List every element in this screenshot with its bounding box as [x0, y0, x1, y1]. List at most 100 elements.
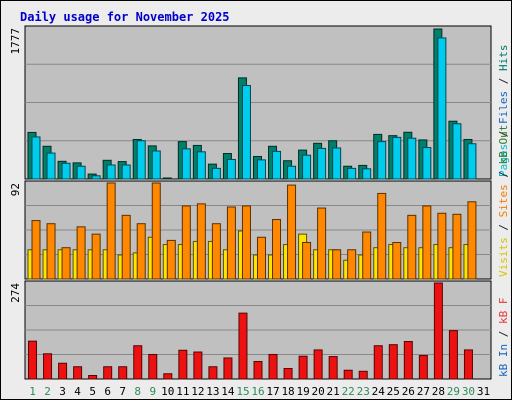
bar-kbf — [148, 353, 158, 380]
x-tick-label: 28 — [432, 385, 445, 398]
legend-label: / — [497, 124, 510, 144]
bar-sites — [347, 249, 357, 280]
bar-sites — [377, 192, 387, 280]
bar-sites — [106, 182, 116, 280]
bar-files — [392, 136, 402, 180]
bar-kbf — [238, 312, 248, 380]
x-tick-label: 4 — [74, 385, 81, 398]
bar-sites — [31, 220, 41, 280]
bar-sites — [392, 241, 402, 280]
bar-files — [347, 167, 357, 180]
bar-kbf — [418, 355, 428, 380]
legend-label: Pages — [497, 144, 510, 177]
bar-kbf — [328, 356, 338, 380]
bar-kbf — [58, 362, 68, 380]
legend-label: / — [497, 324, 510, 344]
bar-kbf — [358, 370, 368, 380]
x-tick-label: 31 — [477, 385, 490, 398]
max-label-visits-sites-kb: 92 — [9, 183, 22, 196]
bar-kbf — [43, 353, 53, 380]
bar-sites — [76, 226, 86, 280]
bar-kbf — [193, 351, 203, 380]
bar-files — [121, 164, 131, 180]
bar-kbf — [133, 345, 143, 380]
legend-label: kB In — [497, 344, 510, 377]
bar-kbf — [28, 340, 38, 380]
x-tick-label: 27 — [417, 385, 430, 398]
bar-kbf — [463, 349, 473, 380]
bar-kbf — [103, 366, 113, 380]
legend-kbf: kB In / kB F — [497, 298, 510, 378]
bar-files — [226, 158, 236, 180]
bar-sites — [272, 219, 282, 280]
bar-kbf — [388, 344, 398, 380]
bar-files — [437, 37, 447, 180]
bar-files — [136, 140, 146, 180]
bar-files — [181, 148, 191, 180]
bar-kbf — [373, 345, 383, 380]
bar-kbf — [433, 282, 443, 380]
x-tick-label: 23 — [357, 385, 370, 398]
bar-kbf — [448, 330, 458, 380]
x-tick-label: 22 — [342, 385, 355, 398]
x-tick-label: 17 — [266, 385, 279, 398]
bar-files — [287, 165, 297, 180]
bar-kbf — [253, 360, 263, 380]
legend-label: kB Out — [497, 125, 510, 165]
bar-sites — [151, 182, 161, 280]
legend-label: / — [497, 164, 510, 184]
bar-sites — [467, 201, 477, 280]
bar-sites — [46, 223, 56, 280]
bar-sites — [362, 231, 372, 280]
x-tick-label: 5 — [89, 385, 96, 398]
bar-files — [151, 150, 161, 180]
bar-kbf — [208, 366, 218, 380]
x-tick-label: 16 — [251, 385, 264, 398]
bar-files — [407, 137, 417, 180]
legend-label: / — [497, 217, 510, 237]
bar-files — [272, 150, 282, 180]
bar-kbf — [403, 341, 413, 380]
x-tick-label: 18 — [281, 385, 294, 398]
bar-files — [211, 167, 221, 180]
bar-files — [61, 162, 71, 180]
x-tick-label: 12 — [191, 385, 204, 398]
bar-sites — [211, 223, 221, 280]
x-tick-label: 21 — [327, 385, 340, 398]
bar-sites — [61, 247, 71, 280]
chart-title: Daily usage for November 2025 — [20, 10, 230, 24]
x-tick-label: 13 — [206, 385, 219, 398]
x-tick-label: 15 — [236, 385, 249, 398]
x-tick-label: 3 — [59, 385, 66, 398]
x-tick-label: 19 — [296, 385, 309, 398]
x-tick-label: 29 — [447, 385, 460, 398]
legend-label: kB F — [497, 298, 510, 325]
bar-files — [31, 136, 41, 180]
legend-visits-sites-kb: Visits / Sites / kB Out — [497, 125, 510, 277]
bar-sites — [302, 241, 312, 280]
legend-label: Files — [497, 91, 510, 124]
x-tick-label: 10 — [161, 385, 174, 398]
bar-files — [302, 154, 312, 180]
bar-sites — [166, 239, 176, 280]
bar-files — [91, 175, 101, 180]
bar-kbf — [343, 369, 353, 380]
legend-label: Sites — [497, 184, 510, 217]
bar-sites — [287, 184, 297, 280]
bar-hits — [162, 177, 172, 180]
bar-sites — [121, 214, 131, 280]
bar-kbf — [298, 355, 308, 380]
bar-kbf — [313, 349, 323, 380]
bar-sites — [181, 205, 191, 280]
max-label-kbf: 274 — [9, 283, 22, 303]
x-tick-label: 9 — [149, 385, 156, 398]
bar-kbf — [223, 357, 233, 380]
bar-sites — [196, 203, 206, 280]
x-tick-label: 7 — [119, 385, 126, 398]
bar-sites — [226, 206, 236, 280]
bar-files — [196, 151, 206, 180]
bar-files — [241, 85, 251, 180]
bar-kbf — [268, 353, 278, 380]
x-tick-label: 11 — [176, 385, 189, 398]
